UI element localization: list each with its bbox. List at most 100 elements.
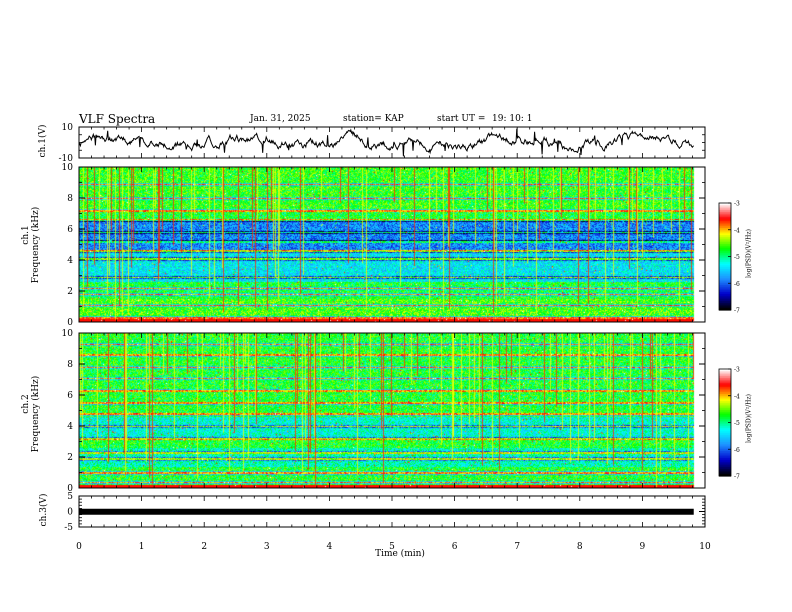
colorbar-1-swatch: [719, 238, 731, 242]
colorbar-1-swatch: [719, 270, 731, 274]
colorbar-2-swatch: [719, 454, 731, 457]
colorbar-1-swatch: [719, 254, 731, 258]
colorbar-1-swatch: [719, 308, 731, 311]
colorbar-1-swatch: [719, 286, 731, 290]
colorbar-2-tick-label: -5: [734, 420, 740, 427]
colorbar-1-swatch: [719, 302, 731, 306]
colorbar-1-swatch: [719, 260, 731, 263]
colorbar-2-swatch: [719, 470, 731, 474]
colorbar-2-swatch: [719, 427, 731, 431]
colorbar-1-swatch: [719, 261, 731, 265]
colorbar-2-swatch: [719, 456, 731, 459]
colorbar-1-swatch: [719, 295, 731, 299]
colorbar-1-swatch: [719, 231, 731, 234]
colorbar-2-swatch: [719, 399, 731, 402]
ch1-spec-ylabel-channel: ch.1: [21, 225, 31, 245]
colorbar-2-swatch: [719, 426, 731, 429]
colorbar-2-swatch: [719, 413, 731, 416]
colorbar-2-swatch: [719, 376, 731, 379]
ch2-spec-y-tick-label: 10: [62, 329, 74, 339]
colorbar-1-swatch: [719, 210, 731, 213]
colorbar-1-swatch: [719, 276, 731, 279]
colorbar-1-swatch: [719, 236, 731, 240]
colorbar-1-swatch: [719, 229, 731, 233]
colorbar-1-swatch: [719, 301, 731, 304]
ch3-wave-y-tick-label: 0: [67, 508, 73, 518]
start-ut-label: start UT =: [437, 114, 486, 124]
x-tick-label: 6: [452, 542, 458, 552]
ch1-waveform-line: [78, 128, 695, 157]
ch2-spec-y-tick-label: 0: [67, 484, 73, 494]
ch1-wave-y-tick-label: -10: [59, 154, 74, 164]
colorbar-1-swatch: [719, 293, 731, 297]
colorbar-2-swatch: [719, 467, 731, 470]
station-label: station= KAP: [343, 114, 404, 124]
colorbars: -3 -4 -5 -6 -7 -3 -4 -5 -6 -7: [718, 201, 740, 481]
colorbar-2-swatch: [719, 424, 731, 427]
start-ut-value: 19: 10: 1: [492, 114, 533, 124]
colorbar-2-swatch: [719, 433, 731, 436]
ch2-spec-y-tick-label: 2: [67, 453, 73, 463]
colorbar-1-swatch: [719, 224, 731, 227]
colorbar-2-swatch: [719, 415, 731, 418]
colorbar-2-swatch: [719, 383, 731, 386]
colorbar-1-tick-label: -5: [734, 254, 740, 261]
colorbar-1-swatch: [719, 215, 731, 218]
ch3-wave-y-tick-label: -5: [64, 523, 73, 533]
colorbar-1-swatch: [719, 267, 731, 270]
ch2-spec-y-tick-label: 4: [67, 422, 73, 432]
colorbar-2-swatch: [719, 465, 731, 468]
colorbar-2-swatch: [719, 447, 731, 450]
colorbar-1-tick-label: -3: [734, 201, 740, 208]
colorbar-1-swatch: [719, 252, 731, 256]
x-axis-label: Time (min): [375, 549, 425, 559]
colorbar-2-swatch: [719, 393, 731, 397]
colorbar-2-swatch: [719, 442, 731, 445]
colorbar-1-swatch: [719, 279, 731, 283]
colorbar-1-swatch: [719, 277, 731, 281]
colorbar-1-swatch: [719, 220, 731, 224]
colorbar-1-swatch: [719, 290, 731, 293]
x-tick-label: 2: [201, 542, 207, 552]
ch1-spec-y-tick-label: 2: [67, 287, 73, 297]
ch1-spectrogram-image: [79, 167, 705, 322]
ch1-spec-ylabel: Frequency (kHz): [31, 206, 41, 284]
colorbar-1-tick-label: -7: [734, 308, 740, 315]
colorbar-2-swatch: [719, 434, 731, 438]
colorbar-2-swatch: [719, 388, 731, 391]
colorbar-1-swatch: [719, 304, 731, 308]
colorbar-2-swatch: [719, 408, 731, 411]
colorbar-1-swatch: [719, 233, 731, 236]
colorbar-1-label: log(PSD)(V²/Hz): [745, 229, 753, 278]
x-tick-label: 3: [264, 542, 270, 552]
colorbar-1-tick-label: -4: [734, 227, 740, 234]
colorbar-1-swatch: [719, 245, 731, 249]
x-tick-label: 5: [389, 542, 395, 552]
colorbar-2-swatch: [719, 406, 731, 409]
x-tick-label: 9: [640, 542, 646, 552]
colorbar-1-swatch: [719, 251, 731, 254]
ch1-waveform-panel: [78, 128, 695, 157]
x-tick-label: 8: [577, 542, 583, 552]
colorbar-2-swatch: [719, 443, 731, 447]
colorbar-1-swatch: [719, 244, 731, 247]
colorbar-1-swatch: [719, 217, 731, 220]
ch2-spec-ylabel: Frequency (kHz): [31, 375, 41, 453]
colorbar-1-swatch: [719, 297, 731, 300]
x-tick-label: 7: [514, 542, 520, 552]
colorbar-1-swatch: [719, 249, 731, 252]
colorbar-2-swatch: [719, 472, 731, 475]
colorbar-2-tick-label: -3: [734, 367, 740, 374]
colorbar-1-swatch: [719, 242, 731, 245]
colorbar-2-swatch: [719, 381, 731, 384]
colorbar-2-swatch: [719, 418, 731, 422]
ch1-spec-y-tick-label: 10: [62, 163, 74, 173]
ch3-wave-y-tick-label: 5: [67, 492, 73, 502]
colorbar-2-swatch: [719, 369, 731, 372]
colorbar-2-swatch: [719, 397, 731, 400]
ch2-spectrogram-image: [79, 333, 705, 488]
colorbar-1-swatch: [719, 288, 731, 291]
colorbar-2-swatch: [719, 449, 731, 452]
colorbar-2-swatch: [719, 395, 731, 399]
